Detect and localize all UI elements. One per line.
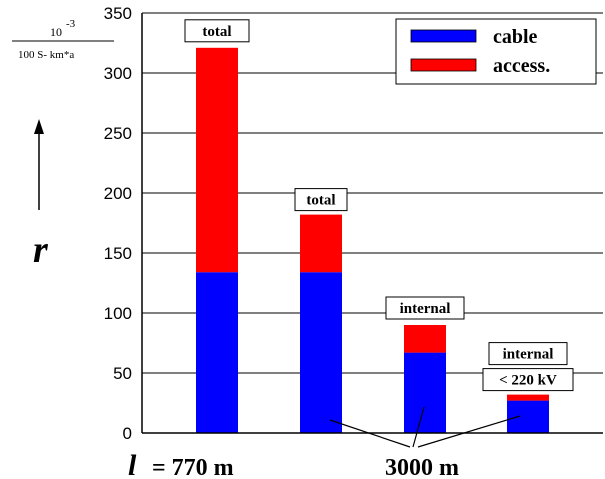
y-tick-label: 200 xyxy=(104,184,132,203)
bars xyxy=(196,47,549,433)
y-unit-label: 10 -3 100 S- km*a xyxy=(12,18,114,61)
y-axis-symbol: r xyxy=(33,229,49,271)
bar-segment-access xyxy=(507,394,549,401)
unit-exponent: -3 xyxy=(66,18,76,30)
y-axis-arrow xyxy=(34,119,44,210)
y-tick-label: 350 xyxy=(104,4,132,23)
voltage-label-box xyxy=(482,368,574,392)
unit-numerator: 10 xyxy=(50,25,62,39)
bar-label-box xyxy=(184,19,250,43)
pointer-line-2 xyxy=(412,406,425,448)
bar-label: internal xyxy=(400,301,451,317)
bar-segment-access xyxy=(300,214,342,273)
bar-label: total xyxy=(202,24,231,40)
bar-segment-cable xyxy=(507,400,549,433)
bar-labels: total total internal internal < 220 kV xyxy=(184,19,574,392)
bar-segment-cable xyxy=(404,352,446,433)
bar-label: internal xyxy=(503,347,554,363)
length-770: = 770 m xyxy=(152,455,234,479)
y-tick-label: 100 xyxy=(104,304,132,323)
pointer-line-1 xyxy=(329,419,411,448)
legend-swatch-cable xyxy=(410,29,477,43)
unit-denominator: 100 S- km*a xyxy=(18,49,74,61)
legend: cable access. xyxy=(395,18,597,85)
legend-label-cable: cable xyxy=(493,26,538,48)
voltage-label: < 220 kV xyxy=(499,373,557,389)
length-symbol: l xyxy=(128,449,137,479)
legend-label-access: access. xyxy=(493,55,550,77)
bar-segment-cable xyxy=(300,272,342,433)
y-tick-label: 50 xyxy=(113,364,132,383)
pointer-line-3 xyxy=(417,415,521,448)
y-tick-label: 0 xyxy=(123,424,132,443)
bar-segment-access xyxy=(404,325,446,353)
bar-label-box xyxy=(385,296,465,320)
y-tick-labels: 0 50 100 150 200 250 300 350 xyxy=(104,4,132,443)
x-annotation: l = 770 m 3000 m xyxy=(128,406,521,479)
bar-label-box xyxy=(488,342,568,366)
bar-segment-cable xyxy=(196,272,238,433)
bar-segment-access xyxy=(196,47,238,273)
y-tick-label: 300 xyxy=(104,64,132,83)
length-3000: 3000 m xyxy=(385,455,459,479)
legend-swatch-access xyxy=(410,58,477,72)
arrow-head-icon xyxy=(34,119,44,134)
bar-label: total xyxy=(306,193,335,209)
y-tick-label: 150 xyxy=(104,244,132,263)
y-tick-label: 250 xyxy=(104,124,132,143)
bar-label-box xyxy=(294,188,348,212)
